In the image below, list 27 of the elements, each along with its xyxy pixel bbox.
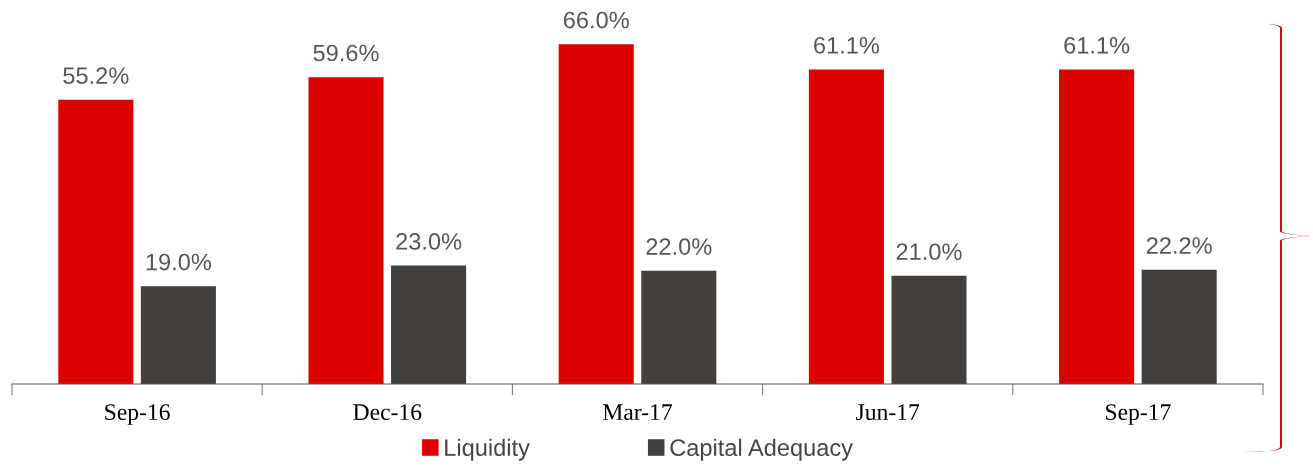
bar [1141,269,1217,384]
bar [808,69,884,384]
x-tick-label: Mar-17 [603,404,672,421]
bar [558,44,634,384]
bar [308,77,384,384]
bar [391,265,467,384]
data-label: 22.2% [1146,237,1212,254]
data-label: 55.2% [63,67,129,85]
bar [140,286,216,384]
x-tick-label: Sep-17 [1106,404,1171,425]
data-label: 22.0% [646,238,712,255]
data-label: 61.1% [1064,36,1130,54]
data-label: 19.0% [146,253,212,271]
legend-label: Capital Adequacy [670,438,853,461]
data-label: 21.0% [896,243,962,261]
bar [641,270,717,384]
x-tick-label: Dec-16 [353,404,422,421]
data-label: 23.0% [396,233,462,250]
data-label: 59.6% [313,44,379,62]
legend-label: Liquidity [445,438,530,461]
bar [891,275,967,384]
data-label: 66.0% [563,11,629,29]
x-tick-label: Sep-16 [105,404,170,425]
bar [1059,69,1135,384]
bar [58,99,134,384]
data-label: 61.1% [814,36,880,54]
x-tick-label: Jun-17 [856,404,920,421]
